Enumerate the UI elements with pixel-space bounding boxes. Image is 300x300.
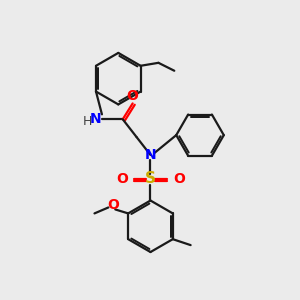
Text: O: O (173, 172, 185, 186)
Text: N: N (90, 112, 102, 126)
Text: S: S (145, 171, 156, 186)
Text: O: O (107, 199, 119, 212)
Text: H: H (82, 115, 92, 128)
Text: O: O (116, 172, 128, 186)
Text: N: N (145, 148, 156, 162)
Text: O: O (127, 88, 139, 103)
